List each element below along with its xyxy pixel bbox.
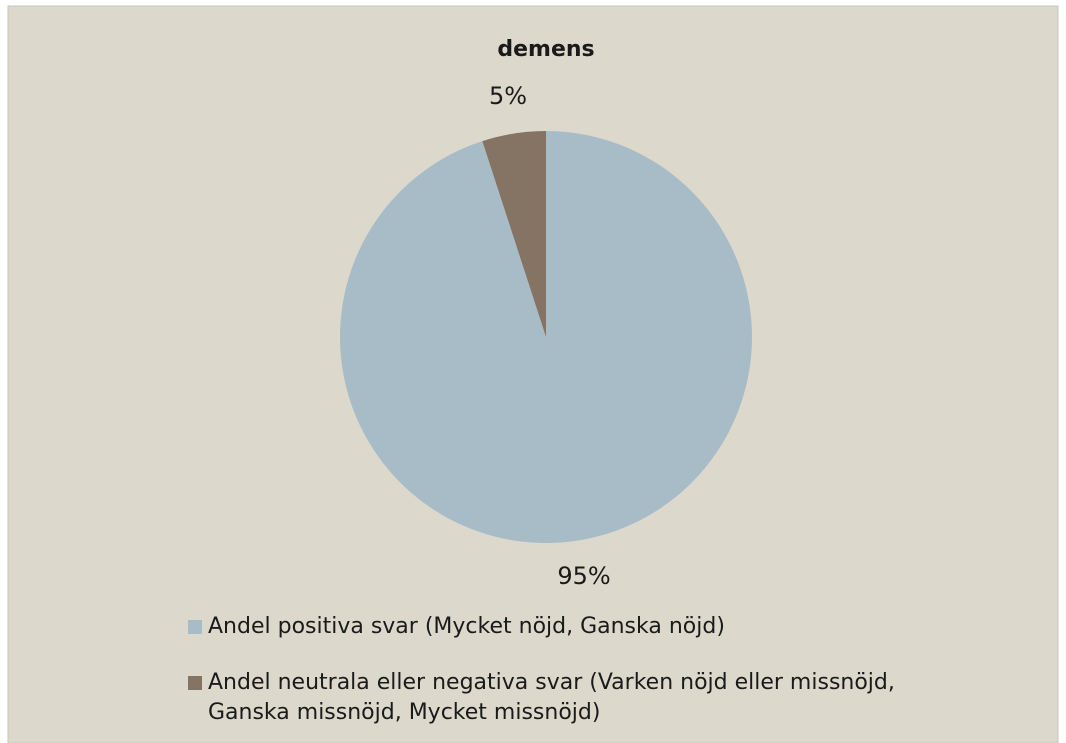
legend-swatch bbox=[188, 676, 202, 690]
legend: Andel positiva svar (Mycket nöjd, Ganska… bbox=[188, 612, 908, 743]
legend-entry: Andel neutrala eller negativa svar (Vark… bbox=[188, 668, 908, 728]
pie-slice bbox=[482, 131, 546, 337]
data-label: 95% bbox=[557, 562, 610, 590]
legend-label: Andel neutrala eller negativa svar (Vark… bbox=[208, 670, 895, 725]
data-label: 5% bbox=[489, 82, 527, 110]
legend-entry: Andel positiva svar (Mycket nöjd, Ganska… bbox=[188, 612, 908, 642]
legend-swatch bbox=[188, 620, 202, 634]
chart-title: demens bbox=[497, 37, 594, 62]
pie-slice bbox=[339, 131, 752, 543]
legend-label: Andel positiva svar (Mycket nöjd, Ganska… bbox=[208, 614, 725, 639]
